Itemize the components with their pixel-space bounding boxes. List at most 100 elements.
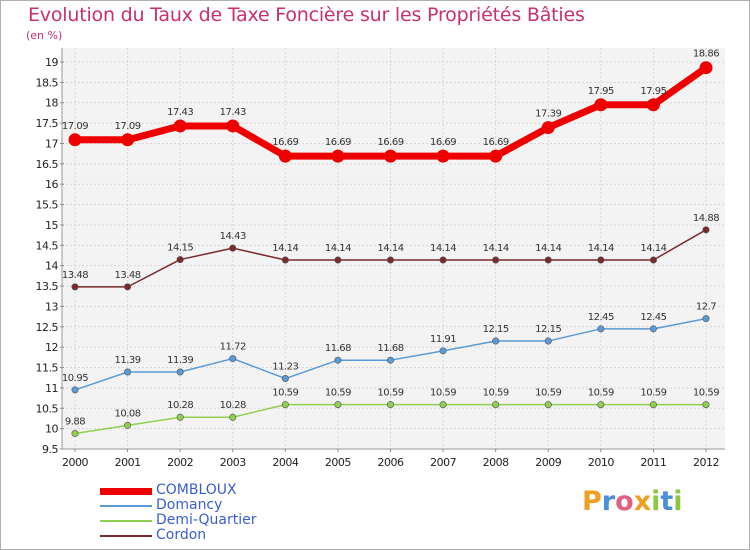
y-tick-label: 17 (45, 137, 58, 150)
data-point (544, 401, 552, 409)
data-label: 12.45 (640, 312, 666, 323)
y-tick-label: 10 (45, 423, 58, 436)
data-point (594, 98, 608, 112)
data-point (226, 119, 240, 133)
line-chart: 9.5 10 10.5 11 11.5 12 12.5 13 13.5 14 14.5 15 15.5 1… (36, 48, 725, 469)
data-label: 11.91 (430, 334, 456, 345)
x-tick-label: 2004 (272, 456, 298, 469)
x-tick-label: 2005 (325, 456, 351, 469)
data-point (436, 149, 450, 163)
data-point (124, 368, 132, 376)
y-tick-label: 16 (45, 178, 58, 191)
data-label: 14.14 (588, 243, 614, 254)
data-label: 12.45 (588, 312, 614, 323)
data-label: 16.69 (272, 137, 298, 148)
y-tick-label: 14.5 (36, 239, 59, 252)
data-label: 18.86 (693, 49, 719, 60)
data-point (597, 401, 605, 409)
plot-area (62, 48, 725, 449)
y-tick-label: 18.5 (36, 76, 59, 89)
y-tick-label: 12 (45, 341, 58, 354)
y-tick-label: 15.5 (36, 199, 59, 212)
logo-letter: r (601, 486, 616, 517)
data-label: 14.14 (430, 243, 456, 254)
y-tick-label: 17.5 (36, 117, 59, 130)
data-label: 14.14 (377, 243, 403, 254)
legend-swatch (100, 505, 152, 507)
data-point (439, 401, 447, 409)
data-point (124, 421, 132, 429)
data-label: 17.39 (535, 109, 561, 120)
y-tick-label: 9.5 (42, 443, 58, 456)
legend-label: COMBLOUX (156, 482, 237, 498)
x-tick-label: 2003 (220, 456, 246, 469)
data-label: 17.95 (588, 86, 614, 97)
logo-letter: x (633, 486, 652, 517)
data-point (71, 430, 79, 438)
data-point (386, 256, 394, 264)
data-label: 17.95 (640, 86, 666, 97)
data-point (492, 256, 500, 264)
x-tick-label: 2007 (430, 456, 456, 469)
data-point (229, 244, 237, 252)
data-label: 11.72 (220, 342, 246, 353)
data-label: 10.59 (588, 388, 614, 399)
data-point (544, 337, 552, 345)
data-label: 14.88 (693, 213, 719, 224)
data-point (121, 133, 135, 147)
data-point (278, 149, 292, 163)
y-tick-label: 14 (45, 260, 58, 273)
data-point (384, 149, 397, 163)
data-point (386, 401, 394, 409)
legend-swatch (100, 487, 152, 495)
y-tick-label: 18 (45, 97, 58, 110)
logo-letter: P (582, 486, 602, 517)
y-tick-label: 16.5 (36, 158, 59, 171)
data-point (702, 401, 710, 409)
data-point (492, 401, 500, 409)
data-label: 10.28 (167, 400, 193, 411)
data-label: 10.08 (115, 408, 141, 419)
y-tick-label: 13.5 (36, 280, 59, 293)
y-tick-label: 15 (45, 219, 58, 232)
proxiti-logo: Proxiti (582, 486, 683, 517)
data-point (541, 121, 555, 135)
data-label: 10.28 (220, 400, 246, 411)
data-label: 10.59 (640, 388, 666, 399)
logo-letter: t (660, 486, 674, 517)
legend-swatch (100, 520, 152, 522)
data-label: 10.59 (325, 388, 351, 399)
chart-title: Evolution du Taux de Taxe Foncière sur l… (28, 4, 585, 26)
data-label: 16.69 (325, 137, 351, 148)
data-point (649, 256, 657, 264)
data-point (702, 315, 710, 323)
data-label: 16.69 (377, 137, 403, 148)
data-label: 13.48 (62, 270, 88, 281)
data-label: 9.88 (65, 417, 85, 428)
data-label: 12.7 (696, 302, 716, 313)
data-point (176, 413, 184, 421)
legend-label: Demi-Quartier (156, 512, 257, 528)
data-label: 14.43 (220, 231, 246, 242)
legend-swatch (100, 535, 152, 537)
data-label: 10.59 (377, 388, 403, 399)
y-tick-label: 13 (45, 300, 58, 313)
data-label: 10.59 (430, 388, 456, 399)
logo-letter: i (673, 486, 683, 517)
data-label: 13.48 (115, 270, 141, 281)
data-label: 10.59 (483, 388, 509, 399)
legend-label: Cordon (156, 527, 207, 543)
data-point (597, 325, 605, 333)
data-label: 17.09 (62, 121, 88, 132)
data-point (124, 283, 132, 291)
x-tick-label: 2000 (62, 456, 88, 469)
x-tick-label: 2001 (115, 456, 141, 469)
data-label: 14.14 (325, 243, 351, 254)
data-point (176, 256, 184, 264)
data-point (334, 256, 342, 264)
data-label: 12.15 (483, 324, 509, 335)
data-point (173, 119, 187, 133)
data-label: 14.14 (272, 243, 298, 254)
data-point (334, 401, 342, 409)
data-label: 10.59 (535, 388, 561, 399)
